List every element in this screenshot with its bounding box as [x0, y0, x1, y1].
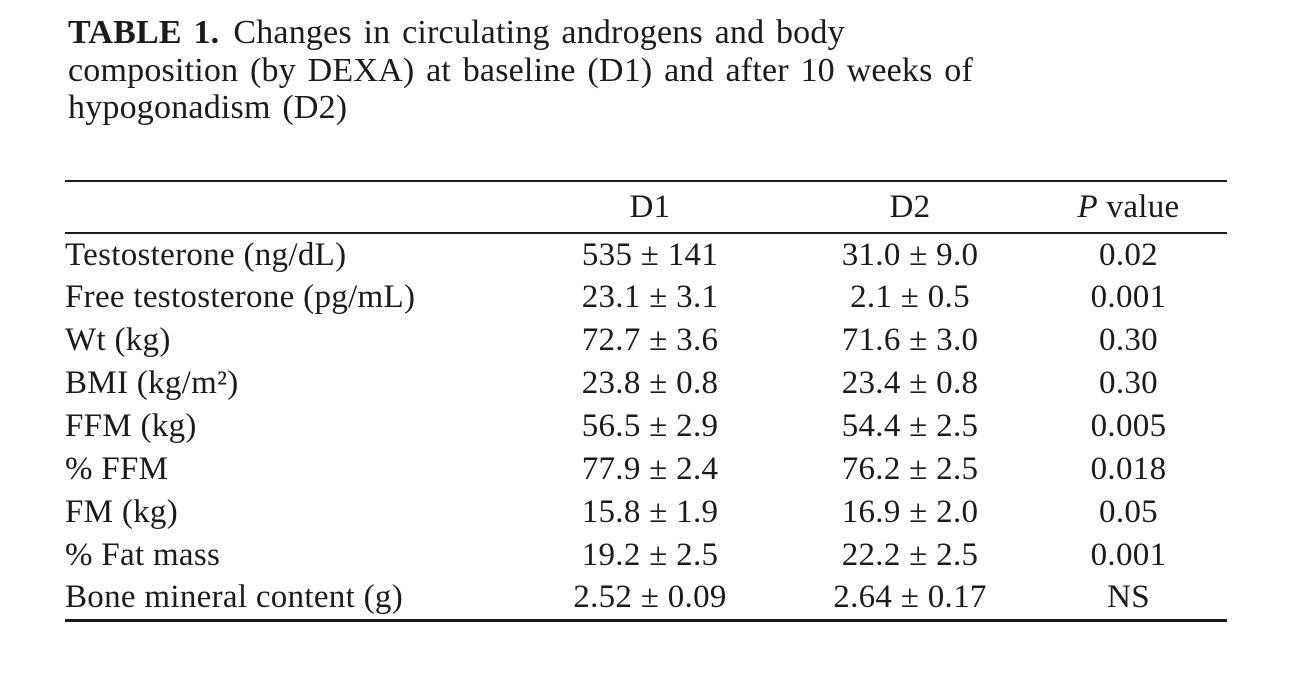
d1-value: 23.1 ± 3.1	[581, 279, 719, 315]
d2-value: 16.9 ± 2.0	[841, 494, 979, 530]
caption-line-3: hypogonadism (D2)	[68, 89, 348, 126]
d1-value: 15.8 ± 1.9	[581, 494, 719, 530]
row-label: FFM (kg)	[65, 408, 197, 444]
d1-value: 2.52 ± 0.09	[573, 579, 727, 616]
p-value: NS	[1107, 579, 1150, 616]
d2-value: 23.4 ± 0.8	[841, 365, 979, 401]
row-label: Free testosterone (pg/mL)	[65, 279, 416, 315]
header-p-value: P value	[1030, 181, 1227, 234]
table-row: Testosterone (ng/dL) 535 ± 141 31.0 ± 9.…	[65, 233, 1227, 276]
table-row: % Fat mass 19.2 ± 2.5 22.2 ± 2.5 0.001	[65, 534, 1227, 577]
header-d1: D1	[510, 181, 790, 234]
table-row: Bone mineral content (g) 2.52 ± 0.09 2.6…	[65, 577, 1227, 620]
row-label: Wt (kg)	[65, 322, 171, 358]
caption-line-1: TABLE 1. Changes in circulating androgens…	[68, 14, 1208, 52]
d2-value: 71.6 ± 3.0	[841, 322, 979, 358]
row-label: % Fat mass	[65, 537, 221, 573]
d2-value: 2.64 ± 0.17	[833, 579, 987, 616]
p-value: 0.001	[1090, 537, 1167, 573]
table-row: FM (kg) 15.8 ± 1.9 16.9 ± 2.0 0.05	[65, 491, 1227, 534]
caption-line-2: composition (by DEXA) at baseline (D1) a…	[68, 51, 973, 89]
d2-value: 54.4 ± 2.5	[841, 408, 979, 444]
table-row: FFM (kg) 56.5 ± 2.9 54.4 ± 2.5 0.005	[65, 405, 1227, 448]
p-value: 0.02	[1099, 236, 1158, 273]
p-value: 0.05	[1099, 494, 1158, 530]
results-table: D1 D2 P value Testosterone (ng/dL) 535 ±…	[65, 180, 1227, 622]
d1-value: 77.9 ± 2.4	[581, 451, 719, 487]
caption-text-1: Changes in circulating androgens and bod…	[233, 14, 845, 51]
header-p-italic: P	[1077, 189, 1098, 225]
d1-value: 72.7 ± 3.6	[581, 322, 719, 358]
table-row: Free testosterone (pg/mL) 23.1 ± 3.1 2.1…	[65, 276, 1227, 319]
d1-value: 56.5 ± 2.9	[581, 408, 719, 444]
row-label: BMI (kg/m²)	[65, 365, 239, 401]
d1-value: 23.8 ± 0.8	[581, 365, 719, 401]
row-label: Testosterone (ng/dL)	[65, 236, 347, 273]
header-row: D1 D2 P value	[65, 181, 1227, 234]
table-row: Wt (kg) 72.7 ± 3.6 71.6 ± 3.0 0.30	[65, 319, 1227, 362]
caption-label: TABLE 1.	[68, 14, 220, 51]
d2-value: 31.0 ± 9.0	[841, 236, 979, 273]
d2-value: 76.2 ± 2.5	[841, 451, 979, 487]
row-label: Bone mineral content (g)	[65, 579, 404, 616]
header-p-word: value	[1106, 189, 1180, 225]
p-value: 0.30	[1099, 365, 1158, 401]
p-value: 0.30	[1099, 322, 1158, 358]
row-label: FM (kg)	[65, 494, 179, 530]
row-label: % FFM	[65, 451, 169, 487]
d2-value: 2.1 ± 0.5	[850, 279, 970, 315]
header-empty	[65, 181, 510, 234]
header-d2: D2	[790, 181, 1030, 234]
d2-value: 22.2 ± 2.5	[841, 537, 979, 573]
table-caption: TABLE 1. Changes in circulating androgens…	[68, 14, 1208, 127]
p-value: 0.001	[1090, 279, 1167, 315]
p-value: 0.018	[1090, 451, 1167, 487]
d1-value: 535 ± 141	[581, 236, 719, 273]
table-row: % FFM 77.9 ± 2.4 76.2 ± 2.5 0.018	[65, 448, 1227, 491]
p-value: 0.005	[1090, 408, 1167, 444]
table-row: BMI (kg/m²) 23.8 ± 0.8 23.4 ± 0.8 0.30	[65, 362, 1227, 405]
d1-value: 19.2 ± 2.5	[581, 537, 719, 573]
